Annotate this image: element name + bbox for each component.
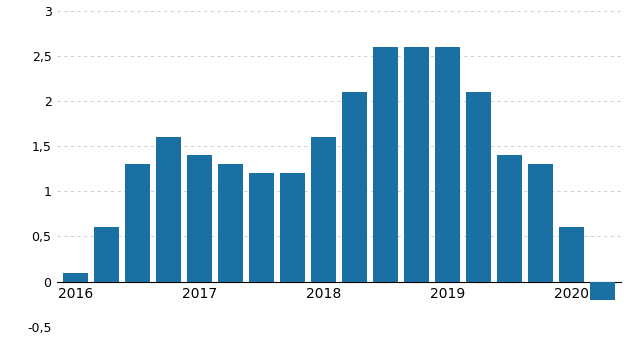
- Bar: [497, 155, 522, 282]
- Bar: [125, 164, 150, 282]
- Bar: [404, 47, 429, 282]
- Bar: [373, 47, 398, 282]
- Bar: [590, 282, 616, 299]
- Bar: [466, 92, 491, 282]
- Bar: [528, 164, 553, 282]
- Bar: [63, 273, 88, 282]
- Bar: [435, 47, 460, 282]
- Bar: [218, 164, 243, 282]
- Bar: [311, 137, 337, 282]
- Bar: [94, 228, 119, 282]
- Bar: [559, 228, 585, 282]
- Bar: [342, 92, 367, 282]
- Bar: [280, 173, 306, 282]
- Bar: [249, 173, 275, 282]
- Bar: [187, 155, 212, 282]
- Bar: [156, 137, 181, 282]
